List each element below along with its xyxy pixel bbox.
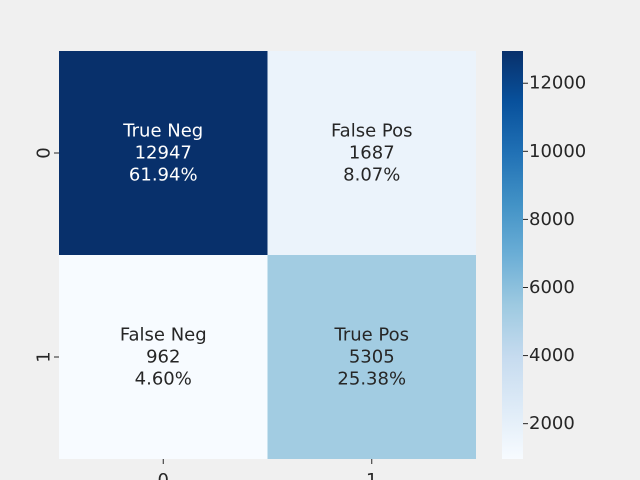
colorbar-tick-label: 8000 — [529, 209, 575, 230]
heatmap-cell — [267, 255, 476, 459]
colorbar-tick-label: 4000 — [529, 345, 575, 366]
colorbar: 2000 4000 6000 8000 10000 12000 — [502, 51, 586, 459]
cell-percent: 8.07% — [343, 165, 400, 186]
colorbar-tick-label: 2000 — [529, 413, 575, 434]
cell-percent: 25.38% — [337, 369, 406, 390]
cell-count: 1687 — [349, 143, 395, 164]
cell-percent: 61.94% — [129, 165, 198, 186]
colorbar-tick-label: 10000 — [529, 141, 586, 162]
cell-label: False Neg — [120, 325, 207, 346]
cell-percent: 4.60% — [135, 369, 192, 390]
y-tick-label: 0 — [34, 147, 55, 158]
colorbar-tick-label: 6000 — [529, 277, 575, 298]
colorbar-gradient — [502, 51, 523, 459]
cell-count: 5305 — [349, 347, 395, 368]
cell-count: 12947 — [135, 143, 192, 164]
heatmap-cell — [59, 51, 268, 255]
cell-label: True Pos — [333, 325, 409, 346]
x-tick-label: 0 — [158, 470, 169, 480]
y-axis: 01 — [34, 147, 59, 363]
heatmap-cell — [59, 255, 268, 459]
x-axis: 01 — [158, 459, 377, 480]
cell-label: False Pos — [331, 121, 413, 142]
y-tick-label: 1 — [34, 351, 55, 362]
colorbar-tick-label: 12000 — [529, 73, 586, 94]
cell-label: True Neg — [122, 121, 203, 142]
heatmap-cell — [267, 51, 476, 255]
cell-count: 962 — [146, 347, 180, 368]
x-tick-label: 1 — [366, 470, 377, 480]
